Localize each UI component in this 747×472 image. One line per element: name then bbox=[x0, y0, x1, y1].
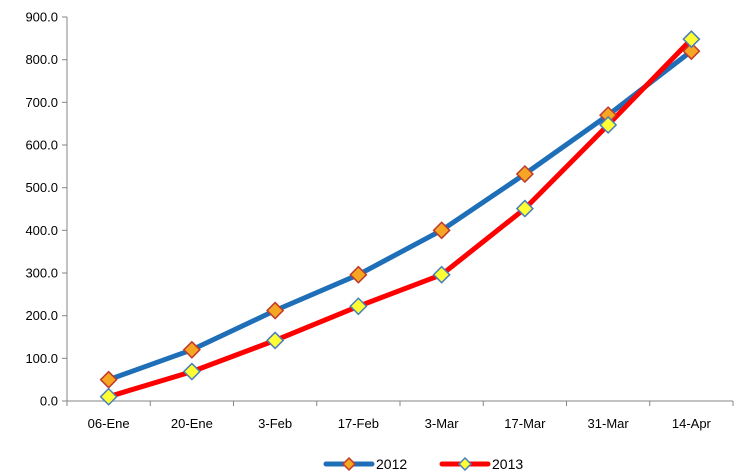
data-point-2012 bbox=[349, 265, 368, 284]
x-tick-label: 3-Mar bbox=[425, 416, 460, 431]
data-point-2013 bbox=[99, 387, 118, 406]
data-point-2013 bbox=[682, 30, 701, 49]
legend-marker-2012 bbox=[341, 456, 357, 472]
y-tick-label: 100.0 bbox=[25, 351, 58, 366]
data-point-2012 bbox=[432, 221, 451, 240]
x-tick-label: 3-Feb bbox=[258, 416, 292, 431]
data-point-2012 bbox=[682, 42, 701, 61]
y-tick-label: 800.0 bbox=[25, 52, 58, 67]
x-tick-label: 06-Ene bbox=[88, 416, 130, 431]
data-point-2012 bbox=[99, 370, 118, 389]
data-point-2013 bbox=[599, 115, 618, 135]
y-tick-label: 500.0 bbox=[25, 180, 58, 195]
legend-label-2012: 2012 bbox=[376, 456, 407, 472]
data-point-2012 bbox=[266, 301, 285, 320]
data-point-2013 bbox=[266, 331, 285, 350]
data-point-2012 bbox=[182, 340, 201, 359]
x-tick-label: 31-Mar bbox=[588, 416, 630, 431]
legend-label-2013: 2013 bbox=[492, 456, 523, 472]
x-tick-label: 17-Mar bbox=[504, 416, 546, 431]
x-tick-label: 20-Ene bbox=[171, 416, 213, 431]
data-point-2013 bbox=[182, 362, 201, 381]
legend-marker-2013 bbox=[457, 456, 473, 472]
y-tick-label: 700.0 bbox=[25, 95, 58, 110]
y-tick-label: 300.0 bbox=[25, 266, 58, 281]
data-point-2013 bbox=[432, 265, 451, 284]
x-tick-label: 14-Apr bbox=[672, 416, 712, 431]
y-tick-label: 0.0 bbox=[40, 394, 58, 409]
y-tick-label: 200.0 bbox=[25, 308, 58, 323]
data-point-2012 bbox=[515, 164, 534, 184]
series-line-2012 bbox=[106, 48, 694, 383]
series-line-2013 bbox=[106, 36, 694, 400]
data-point-2013 bbox=[349, 297, 368, 316]
y-tick-label: 600.0 bbox=[25, 138, 58, 153]
y-tick-label: 900.0 bbox=[25, 10, 58, 25]
y-tick-label: 400.0 bbox=[25, 223, 58, 238]
x-tick-label: 17-Feb bbox=[338, 416, 379, 431]
data-point-2013 bbox=[515, 199, 534, 218]
